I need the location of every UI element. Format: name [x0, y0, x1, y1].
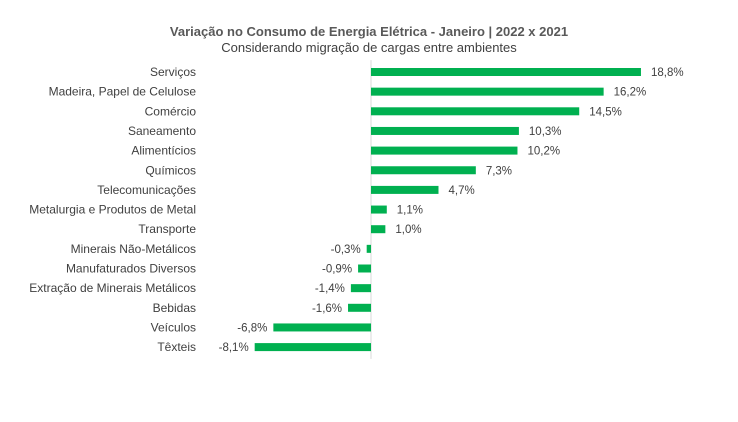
category-label: Telecomunicações — [97, 183, 196, 197]
category-label: Químicos — [145, 163, 196, 177]
data-label: -8,1% — [219, 342, 249, 354]
data-label: 1,0% — [395, 224, 421, 236]
category-label: Têxteis — [157, 340, 196, 354]
data-label: -1,6% — [312, 303, 342, 315]
data-label: 16,2% — [614, 87, 647, 99]
bar — [371, 185, 439, 194]
data-label: -6,8% — [237, 322, 267, 334]
category-label: Metalurgia e Produtos de Metal — [29, 203, 196, 217]
category-label: Transporte — [138, 222, 196, 236]
bar — [273, 323, 371, 332]
bar — [371, 166, 476, 175]
bar — [371, 225, 386, 234]
category-label: Veículos — [151, 320, 196, 334]
bar — [371, 126, 519, 135]
bar — [371, 146, 518, 155]
data-label: -0,9% — [322, 264, 352, 276]
category-label: Madeira, Papel de Celulose — [49, 85, 197, 99]
chart-subtitle: Considerando migração de cargas entre am… — [221, 40, 517, 55]
bar — [254, 343, 371, 352]
category-label: Manufaturados Diversos — [66, 262, 196, 276]
data-label: -1,4% — [315, 283, 345, 295]
data-label: 1,1% — [397, 205, 423, 217]
bar — [371, 107, 580, 116]
category-label: Extração de Minerais Metálicos — [29, 281, 196, 295]
bar — [366, 244, 371, 253]
bar — [371, 87, 604, 96]
category-label: Bebidas — [153, 301, 196, 315]
category-label: Saneamento — [128, 124, 196, 138]
category-label: Alimentícios — [131, 144, 196, 158]
bar — [371, 68, 641, 76]
chart-title: Variação no Consumo de Energia Elétrica … — [169, 24, 569, 39]
bar — [371, 205, 387, 214]
data-label: 7,3% — [486, 165, 512, 177]
data-label: 4,7% — [448, 185, 474, 197]
bar — [350, 284, 371, 293]
category-label: Serviços — [150, 65, 196, 79]
data-label: -0,3% — [331, 244, 361, 256]
bar — [348, 303, 371, 312]
category-label: Minerais Não-Metálicos — [71, 242, 196, 256]
data-label: 18,8% — [651, 67, 684, 79]
data-label: 14,5% — [589, 106, 622, 118]
category-label: Comércio — [145, 104, 197, 118]
data-label: 10,2% — [527, 146, 560, 158]
bar — [358, 264, 371, 273]
data-label: 10,3% — [529, 126, 562, 138]
